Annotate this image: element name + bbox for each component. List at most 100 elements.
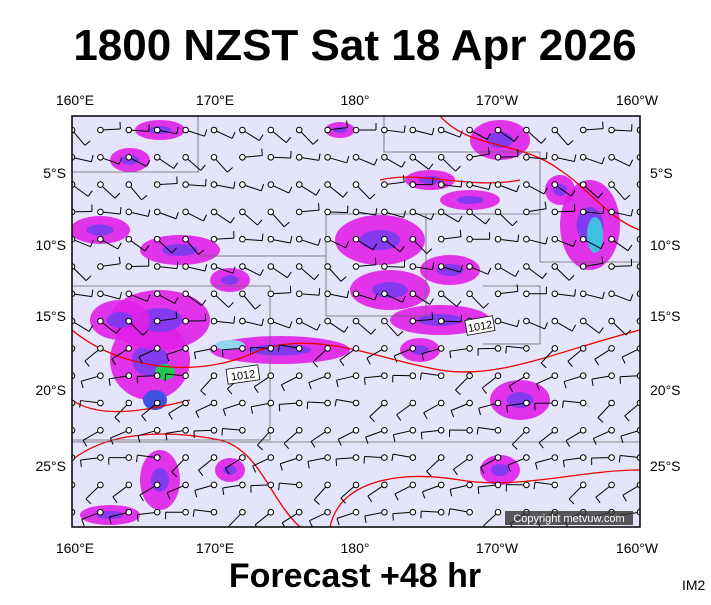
barb-station — [268, 182, 274, 188]
barb-station — [183, 509, 189, 515]
barb-station — [495, 318, 501, 324]
barb-station — [268, 346, 274, 352]
left-lat-label: 20°S — [35, 382, 66, 398]
copyright: Copyright metvuw.com — [513, 513, 624, 525]
barb-station — [268, 509, 274, 515]
barb-station — [211, 455, 217, 461]
barb-station — [240, 509, 246, 515]
barb-station — [495, 291, 501, 297]
barb-station — [126, 482, 132, 488]
barb-station — [183, 291, 189, 297]
barb-station — [580, 400, 586, 406]
barb-station — [154, 182, 160, 188]
barb-feather — [262, 149, 263, 156]
barb-station — [382, 455, 388, 461]
barb-feather — [660, 127, 661, 134]
barb-station — [438, 264, 444, 270]
barb-station — [552, 209, 558, 215]
right-lat-label: 10°S — [650, 237, 681, 253]
barb-station — [353, 455, 359, 461]
barb-shaft — [640, 267, 660, 269]
barb-station — [353, 155, 359, 161]
barb-station — [580, 318, 586, 324]
barb-station — [98, 209, 104, 215]
barb-station — [552, 236, 558, 242]
barb-station — [438, 400, 444, 406]
barb-station — [98, 264, 104, 270]
barb-station — [183, 264, 189, 270]
barb-station — [438, 236, 444, 242]
barb-station — [98, 182, 104, 188]
barb-feather — [319, 203, 320, 210]
barb-station — [609, 182, 615, 188]
barb-station — [183, 346, 189, 352]
barb-station — [183, 127, 189, 133]
barb-station — [183, 400, 189, 406]
barb-station — [580, 291, 586, 297]
barb-station — [609, 373, 615, 379]
barb-station — [296, 428, 302, 434]
barb-station — [467, 373, 473, 379]
barb-station — [495, 455, 501, 461]
barb-station — [410, 264, 416, 270]
barb-station — [211, 400, 217, 406]
barb-station — [580, 182, 586, 188]
barb-station — [438, 482, 444, 488]
barb-station — [154, 318, 160, 324]
barb-station — [410, 318, 416, 324]
barb-station — [382, 209, 388, 215]
barb-station — [268, 455, 274, 461]
barb-station — [98, 127, 104, 133]
barb-station — [524, 400, 530, 406]
barb-station — [296, 127, 302, 133]
barb-feather — [56, 442, 60, 448]
barb-station — [325, 400, 331, 406]
barb-station — [325, 264, 331, 270]
barb-station — [183, 455, 189, 461]
barb-station — [268, 127, 274, 133]
barb-station — [211, 182, 217, 188]
barb-station — [382, 236, 388, 242]
barb-station — [524, 209, 530, 215]
barb-station — [382, 400, 388, 406]
barb-station — [211, 209, 217, 215]
barb-station — [98, 455, 104, 461]
barb-station — [296, 291, 302, 297]
barb-station — [467, 209, 473, 215]
barb-station — [240, 346, 246, 352]
top-lon-label: 180° — [341, 92, 370, 108]
barb-station — [524, 455, 530, 461]
barb-station — [495, 428, 501, 434]
barb-station — [552, 400, 558, 406]
barb-station — [98, 291, 104, 297]
barb-station — [410, 455, 416, 461]
barb-shaft — [58, 348, 72, 362]
barb-station — [126, 264, 132, 270]
barb-station — [552, 264, 558, 270]
barb-station — [467, 455, 473, 461]
barb-station — [524, 291, 530, 297]
barb-station — [410, 127, 416, 133]
top-lon-label: 170°E — [196, 92, 234, 108]
barb-station — [325, 155, 331, 161]
barb-station — [438, 346, 444, 352]
barb-feather — [51, 482, 52, 489]
barb-station — [126, 400, 132, 406]
barb-station — [438, 373, 444, 379]
barb-station — [382, 509, 388, 515]
barb-shaft — [52, 482, 72, 485]
barb-station — [467, 346, 473, 352]
rain-core — [162, 244, 198, 256]
left-lat-label: 15°S — [35, 308, 66, 324]
barb-station — [353, 400, 359, 406]
barb-station — [325, 291, 331, 297]
barb-station — [240, 291, 246, 297]
barb-station — [353, 291, 359, 297]
barb-station — [98, 509, 104, 515]
barb-station — [353, 127, 359, 133]
barb-station — [240, 428, 246, 434]
barb-station — [382, 482, 388, 488]
barb-station — [126, 182, 132, 188]
barb-station — [240, 236, 246, 242]
barb-station — [126, 318, 132, 324]
